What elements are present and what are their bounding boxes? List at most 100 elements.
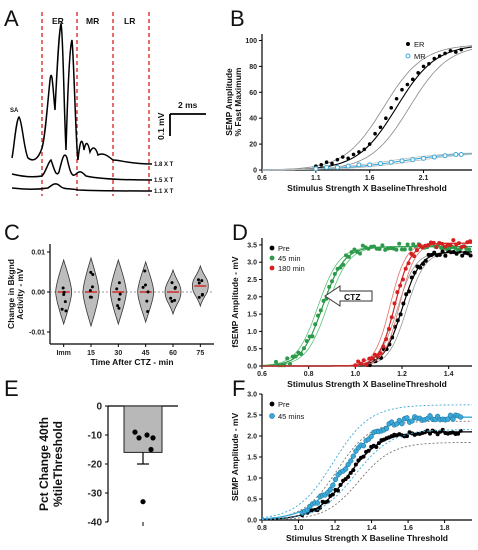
data-point [88, 289, 92, 293]
data-point-pre [325, 499, 330, 504]
data-point-2 [440, 241, 445, 246]
data-point-45 [350, 453, 356, 459]
data-point-2 [448, 243, 453, 248]
data-point-2 [381, 344, 386, 349]
trace-label-1-1xt: 1.1 X T [154, 189, 174, 195]
data-point-0 [418, 265, 423, 270]
y-tick-label: 60 [249, 90, 257, 97]
data-point [197, 295, 201, 299]
legend-marker-45 [269, 413, 275, 419]
y-tick-label: 3.0 [247, 392, 257, 399]
x-tick-label: 1.0 [350, 371, 360, 378]
data-point-er [454, 50, 458, 54]
data-point [200, 292, 204, 296]
legend-label-1: 45 min [278, 254, 301, 263]
scale-label-amplitude: 0.1 mV [156, 112, 166, 140]
ctz-arrow [324, 285, 373, 307]
panel-b-chart: 0.6 1.1 1.6 2.1 0 20 40 60 80 100 Stimulus Strengt… [224, 34, 473, 193]
y-tick-label: 1.5 [247, 312, 257, 319]
legend-label-0: Pre [278, 244, 290, 253]
data-point-mr [442, 153, 448, 159]
data-point-1 [397, 241, 402, 246]
data-point-45 [360, 443, 367, 449]
data-point-er [443, 51, 447, 56]
data-point-0 [440, 249, 445, 254]
data-point-pre [338, 482, 343, 487]
data-point-1 [346, 254, 351, 259]
data-point-er [340, 155, 345, 159]
y-tick-label: 40 [249, 116, 257, 123]
data-point-pre [351, 468, 356, 473]
data-point-pre [330, 492, 335, 497]
data-point-er [357, 150, 361, 154]
data-point [144, 432, 150, 438]
data-point-0 [404, 292, 409, 297]
data-point-1 [338, 265, 343, 270]
data-point-0 [395, 318, 400, 323]
data-point-er [335, 157, 340, 162]
legend-label-pre: Pre [278, 400, 290, 409]
data-point-1 [285, 356, 290, 361]
data-point-er [400, 87, 404, 92]
data-point-er [448, 49, 453, 53]
data-point [146, 310, 150, 314]
data-point-er [378, 125, 383, 130]
x-tick-label: 75 [196, 350, 204, 357]
data-point-45 [450, 416, 456, 422]
y-tick-label: 0.00 [31, 290, 45, 297]
x-tick-label: 1.2 [397, 371, 407, 378]
data-point-45 [345, 461, 351, 468]
data-point-pre [435, 432, 440, 437]
data-point-er [346, 156, 350, 161]
data-point-45 [327, 487, 333, 493]
data-point-1 [313, 322, 318, 327]
data-point-1 [372, 244, 376, 249]
legend-marker-er [406, 42, 410, 46]
ctz-arrow-label: CTZ [344, 292, 361, 302]
panel-label-b: B [230, 6, 245, 31]
x-tick-label: 0.6 [257, 371, 267, 378]
data-point-2 [412, 254, 417, 259]
data-point-0 [465, 251, 470, 256]
x-tick-label: 2.1 [419, 175, 429, 182]
data-point [143, 269, 147, 273]
data-point [63, 300, 67, 304]
data-point [89, 270, 93, 274]
data-point-2 [456, 241, 461, 246]
data-point [173, 298, 177, 302]
ci-lower-0 [261, 442, 472, 521]
data-point-er [394, 96, 399, 101]
data-point-45 [342, 466, 349, 472]
data-point [148, 446, 154, 453]
data-point [117, 281, 121, 285]
y-tick-label: 20 [249, 142, 257, 149]
panel-a-traces: ER MR LR SA 1.8 X T 1.5 X T 1.1 X T 2 ms… [10, 12, 206, 196]
trace-label-1-8xt: 1.8 X T [154, 162, 174, 168]
data-point-1 [318, 308, 323, 313]
data-point [132, 429, 138, 435]
data-point-mr [410, 157, 416, 163]
data-point-mr [345, 163, 351, 169]
data-point [141, 285, 145, 289]
data-point-er [421, 64, 426, 69]
data-point-er [362, 147, 367, 152]
data-point [118, 292, 122, 296]
y-tick-label: -0.01 [29, 330, 45, 337]
legend-marker-pre [269, 401, 275, 407]
data-point-2 [434, 245, 439, 250]
data-point-2 [398, 283, 403, 288]
data-point-er [324, 160, 329, 165]
data-point-er [410, 77, 415, 82]
x-tick-label: 15 [87, 350, 95, 357]
data-point [146, 290, 150, 294]
data-point [170, 281, 174, 285]
data-point-0 [421, 261, 425, 266]
data-point-2 [364, 362, 369, 367]
data-point-pre [348, 470, 353, 475]
data-point-pre [456, 431, 461, 436]
data-point [200, 279, 204, 283]
x-tick-label: 0.8 [304, 371, 314, 378]
data-point-1 [299, 351, 304, 356]
x-tick-label: Imm [56, 350, 70, 357]
panel-label-c: C [4, 220, 20, 245]
